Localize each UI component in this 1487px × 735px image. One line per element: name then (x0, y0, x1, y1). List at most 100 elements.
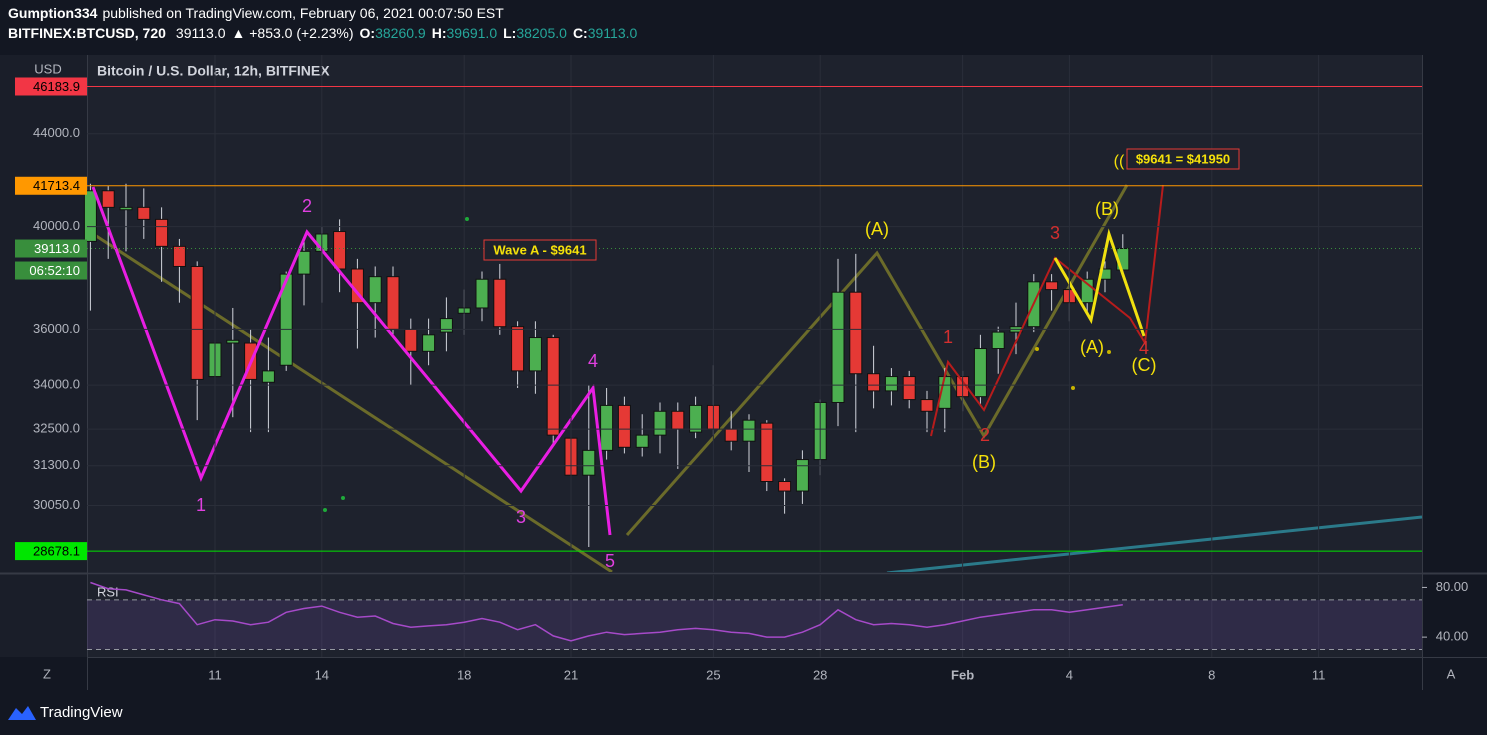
candle-body (617, 404, 631, 448)
candle-body (137, 206, 151, 220)
candle-body (671, 410, 685, 430)
candle-body (600, 404, 614, 451)
rsi-tick-label: 80.00 (1436, 579, 1469, 594)
zoom-button[interactable]: Z (43, 666, 51, 681)
annotation: (C) (1132, 355, 1157, 375)
annotation: 4 (1139, 338, 1149, 358)
candle-body (155, 218, 169, 247)
auto-button[interactable]: A (1447, 666, 1456, 681)
trend-line (886, 515, 1422, 572)
annotation: 2 (980, 425, 990, 445)
candle-body (528, 337, 542, 372)
rsi-band-fill (87, 599, 1422, 650)
dot (323, 508, 327, 512)
olive-channel (87, 228, 613, 572)
x-tick-label: Feb (951, 667, 974, 682)
y-tick-label: 40000.0 (33, 218, 80, 233)
ohlc-value: 39113.0 (588, 25, 638, 41)
candle-body (368, 276, 382, 304)
symbol: BITFINEX:BTCUSD, 720 (8, 25, 166, 41)
annotation: Wave A - $9641 (493, 242, 586, 257)
x-tick-label: 14 (315, 667, 329, 682)
price-label-box (15, 176, 87, 195)
rsi-line (90, 581, 1123, 642)
dot (1107, 350, 1111, 354)
price-label: 28678.1 (33, 544, 80, 559)
candle-body (689, 404, 703, 433)
header-line-2: BITFINEX:BTCUSD, 720 39113.0 ▲ +853.0 (+2.… (8, 25, 638, 41)
annotation: (A) (1080, 337, 1104, 357)
candle-body (973, 348, 987, 398)
change: ▲ +853.0 (+2.23%) (232, 25, 354, 41)
price-label-box (15, 77, 87, 96)
header-line-1: Gumption334 published on TradingView.com,… (8, 5, 504, 21)
price-label-box (15, 542, 87, 561)
ohlc-label: H: (432, 25, 447, 41)
candle-body (1098, 268, 1112, 280)
candle-body (760, 422, 774, 483)
chart-title: Bitcoin / U.S. Dollar, 12h, BITFINEX (97, 63, 330, 79)
countdown-box (15, 261, 87, 280)
candle-body (546, 337, 560, 436)
candle-body (386, 276, 400, 330)
candle-body (635, 434, 649, 448)
dot (1071, 386, 1075, 390)
annotation: $9641 = $41950 (1136, 151, 1230, 166)
y-tick-label: 32500.0 (33, 421, 80, 436)
candle-body (261, 370, 275, 383)
logo (8, 706, 36, 720)
rsi-label: RSI (97, 584, 119, 599)
candle-body (475, 278, 489, 309)
annotation: (A) (865, 219, 889, 239)
candle-body (404, 328, 418, 352)
candle-body (190, 265, 204, 380)
x-tick-label: 8 (1208, 667, 1215, 682)
y-tick-label: 34000.0 (33, 377, 80, 392)
price-label: 39113.0 (34, 241, 80, 256)
candle-body (333, 231, 347, 270)
candle-body (724, 428, 738, 442)
annotation: 3 (1050, 223, 1060, 243)
ohlc-label: L: (503, 25, 516, 41)
price-label: 41713.4 (33, 178, 80, 193)
candle-body (884, 376, 898, 392)
countdown: 06:52:10 (29, 263, 80, 278)
y-tick-label: 36000.0 (33, 321, 80, 336)
last-price: 39113.0 (176, 25, 226, 41)
candle-body (172, 245, 186, 267)
ohlc-value: 38205.0 (516, 25, 567, 41)
dot (341, 496, 345, 500)
annotation: 5 (605, 551, 615, 571)
candle-body (493, 278, 507, 328)
price-label-box (15, 239, 87, 258)
candle-body (83, 190, 97, 242)
annotation: 3 (516, 507, 526, 527)
annotation: 1 (943, 327, 953, 347)
x-tick-label: 21 (564, 667, 578, 682)
dot (1035, 347, 1039, 351)
author: Gumption334 (8, 5, 98, 21)
rsi-tick-label: 40.00 (1436, 629, 1469, 644)
dot (465, 217, 469, 221)
x-tick-label: 25 (706, 667, 720, 682)
annotation: 4 (588, 351, 598, 371)
ohlc-value: 39691.0 (447, 25, 498, 41)
currency: USD (34, 61, 61, 76)
candle-body (119, 206, 133, 211)
annotation: 1 (196, 495, 206, 515)
candle-body (742, 419, 756, 442)
drawings (87, 184, 1422, 572)
candle-body (422, 334, 436, 352)
annotation: 2 (302, 196, 312, 216)
candle-body (920, 399, 934, 412)
brand: TradingView (40, 704, 123, 721)
price-axis (0, 55, 87, 657)
candle-body (778, 481, 792, 492)
price-label: 46183.9 (33, 79, 80, 94)
candle-body (101, 190, 115, 208)
candle-body (511, 326, 525, 372)
x-tick-label: 18 (457, 667, 471, 682)
candle-body (279, 273, 293, 366)
